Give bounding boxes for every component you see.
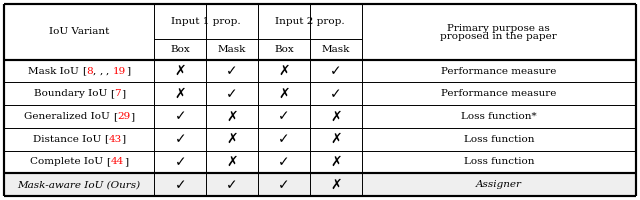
Text: ✗: ✗ bbox=[175, 64, 186, 78]
Text: ,: , bbox=[93, 67, 100, 76]
Text: Complete IoU: Complete IoU bbox=[30, 157, 107, 166]
Text: ✓: ✓ bbox=[227, 178, 238, 192]
Text: proposed in the paper: proposed in the paper bbox=[440, 32, 557, 41]
Text: ]: ] bbox=[124, 157, 128, 166]
Text: ✓: ✓ bbox=[330, 87, 342, 101]
Text: Mask: Mask bbox=[322, 45, 350, 54]
Text: 8: 8 bbox=[86, 67, 93, 76]
Text: [: [ bbox=[107, 157, 111, 166]
Text: Performance measure: Performance measure bbox=[441, 89, 557, 98]
Text: ✓: ✓ bbox=[175, 155, 186, 169]
Text: ✗: ✗ bbox=[175, 87, 186, 101]
Text: [: [ bbox=[104, 135, 108, 144]
Text: ✓: ✓ bbox=[278, 110, 290, 124]
Text: ✗: ✗ bbox=[330, 132, 342, 146]
Text: 44: 44 bbox=[111, 157, 124, 166]
Text: ✓: ✓ bbox=[278, 132, 290, 146]
Text: Loss function: Loss function bbox=[463, 135, 534, 144]
Text: ✓: ✓ bbox=[175, 132, 186, 146]
Text: Input 2 prop.: Input 2 prop. bbox=[275, 17, 345, 26]
Text: 7: 7 bbox=[114, 89, 121, 98]
Text: 29: 29 bbox=[117, 112, 131, 121]
Text: ✓: ✓ bbox=[278, 155, 290, 169]
Text: Performance measure: Performance measure bbox=[441, 67, 557, 76]
Text: ✗: ✗ bbox=[278, 87, 290, 101]
Text: Loss function: Loss function bbox=[463, 157, 534, 166]
Text: ]: ] bbox=[121, 89, 125, 98]
Text: Mask-aware IoU (Ours): Mask-aware IoU (Ours) bbox=[18, 180, 141, 189]
Text: Distance IoU: Distance IoU bbox=[33, 135, 104, 144]
Text: Boundary IoU: Boundary IoU bbox=[33, 89, 110, 98]
Bar bbox=[4, 173, 636, 196]
Text: ✗: ✗ bbox=[227, 110, 238, 124]
Text: ✓: ✓ bbox=[330, 64, 342, 78]
Text: ✓: ✓ bbox=[175, 178, 186, 192]
Text: ]: ] bbox=[131, 112, 134, 121]
Text: Box: Box bbox=[170, 45, 190, 54]
Text: Box: Box bbox=[274, 45, 294, 54]
Text: ✗: ✗ bbox=[278, 64, 290, 78]
Text: Primary purpose as: Primary purpose as bbox=[447, 24, 550, 33]
Text: [: [ bbox=[110, 89, 114, 98]
Text: ✗: ✗ bbox=[227, 155, 238, 169]
Text: Mask IoU: Mask IoU bbox=[28, 67, 83, 76]
Text: [: [ bbox=[83, 67, 86, 76]
Text: Generalized IoU: Generalized IoU bbox=[24, 112, 113, 121]
Text: ✗: ✗ bbox=[330, 178, 342, 192]
Text: ✓: ✓ bbox=[227, 87, 238, 101]
Text: [: [ bbox=[113, 112, 117, 121]
Text: ,: , bbox=[106, 67, 113, 76]
Text: ✓: ✓ bbox=[175, 110, 186, 124]
Text: IoU Variant: IoU Variant bbox=[49, 27, 109, 36]
Text: Input 1 prop.: Input 1 prop. bbox=[172, 17, 241, 26]
Text: Assigner: Assigner bbox=[476, 180, 522, 189]
Text: Mask: Mask bbox=[218, 45, 246, 54]
Text: ]: ] bbox=[122, 135, 125, 144]
Text: ✓: ✓ bbox=[278, 178, 290, 192]
Text: Loss function*: Loss function* bbox=[461, 112, 537, 121]
Text: 43: 43 bbox=[108, 135, 122, 144]
Text: 19: 19 bbox=[113, 67, 126, 76]
Text: ✗: ✗ bbox=[330, 110, 342, 124]
Text: ]: ] bbox=[126, 67, 130, 76]
Text: ✗: ✗ bbox=[330, 155, 342, 169]
Text: ✓: ✓ bbox=[227, 64, 238, 78]
Text: ✗: ✗ bbox=[227, 132, 238, 146]
Text: ,: , bbox=[100, 67, 106, 76]
